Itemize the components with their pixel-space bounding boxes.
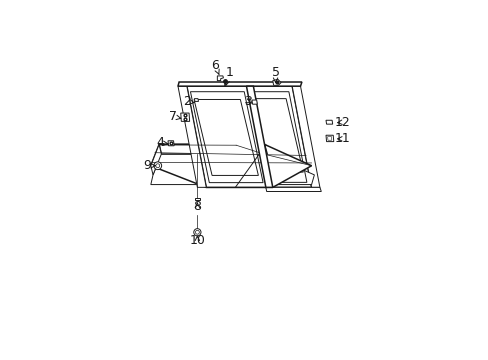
Polygon shape [325,120,332,124]
Polygon shape [178,82,301,86]
Text: 12: 12 [333,116,349,129]
Text: 11: 11 [333,132,349,145]
Polygon shape [217,76,223,81]
Text: 8: 8 [193,200,201,213]
Text: 3: 3 [244,95,251,108]
Polygon shape [325,135,333,141]
Text: 10: 10 [189,234,205,247]
Polygon shape [178,86,206,187]
Circle shape [193,229,201,236]
Polygon shape [181,113,189,121]
Polygon shape [150,154,314,185]
Circle shape [154,162,162,170]
Text: 5: 5 [271,66,279,82]
Polygon shape [150,144,161,175]
Polygon shape [168,141,174,146]
Text: 9: 9 [143,159,155,172]
Polygon shape [265,187,321,192]
Text: 6: 6 [211,59,219,75]
Polygon shape [251,100,257,104]
Text: 7: 7 [169,110,181,123]
Text: 1: 1 [224,66,233,85]
Polygon shape [194,99,198,102]
Polygon shape [195,198,199,200]
Text: 2: 2 [183,95,194,108]
Polygon shape [272,79,281,85]
Polygon shape [150,144,311,187]
Polygon shape [292,86,319,187]
Polygon shape [246,86,311,187]
Polygon shape [186,86,267,187]
Polygon shape [159,144,267,154]
Polygon shape [246,86,272,187]
Text: 4: 4 [156,136,167,149]
